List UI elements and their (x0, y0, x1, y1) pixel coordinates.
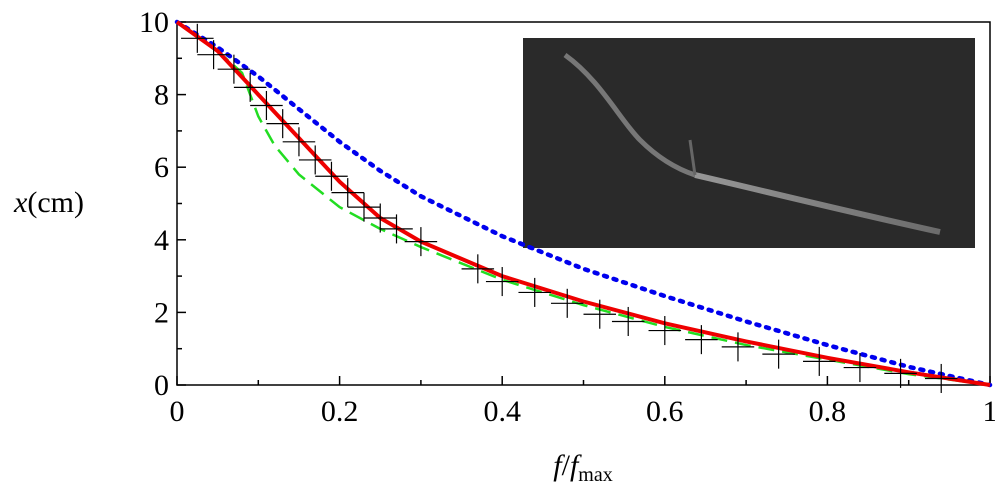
y-tick-label: 0 (154, 369, 169, 402)
y-axis-label: x(cm) (13, 186, 84, 219)
x-tick-label: 0.4 (483, 395, 521, 428)
x-tick-label: 0 (170, 395, 185, 428)
x-tick-label: 0.2 (321, 395, 359, 428)
y-tick-label: 10 (139, 6, 169, 39)
y-tick-label: 4 (154, 224, 169, 257)
x-tick-label: 1 (983, 395, 995, 428)
y-tick-label: 6 (154, 151, 169, 184)
inset-image (523, 38, 975, 248)
x-tick-label: 0.6 (646, 395, 684, 428)
y-tick-label: 2 (154, 296, 169, 329)
x-axis-label: f/fmax (553, 449, 612, 486)
y-tick-label: 8 (154, 79, 169, 112)
x-tick-label: 0.8 (809, 395, 847, 428)
